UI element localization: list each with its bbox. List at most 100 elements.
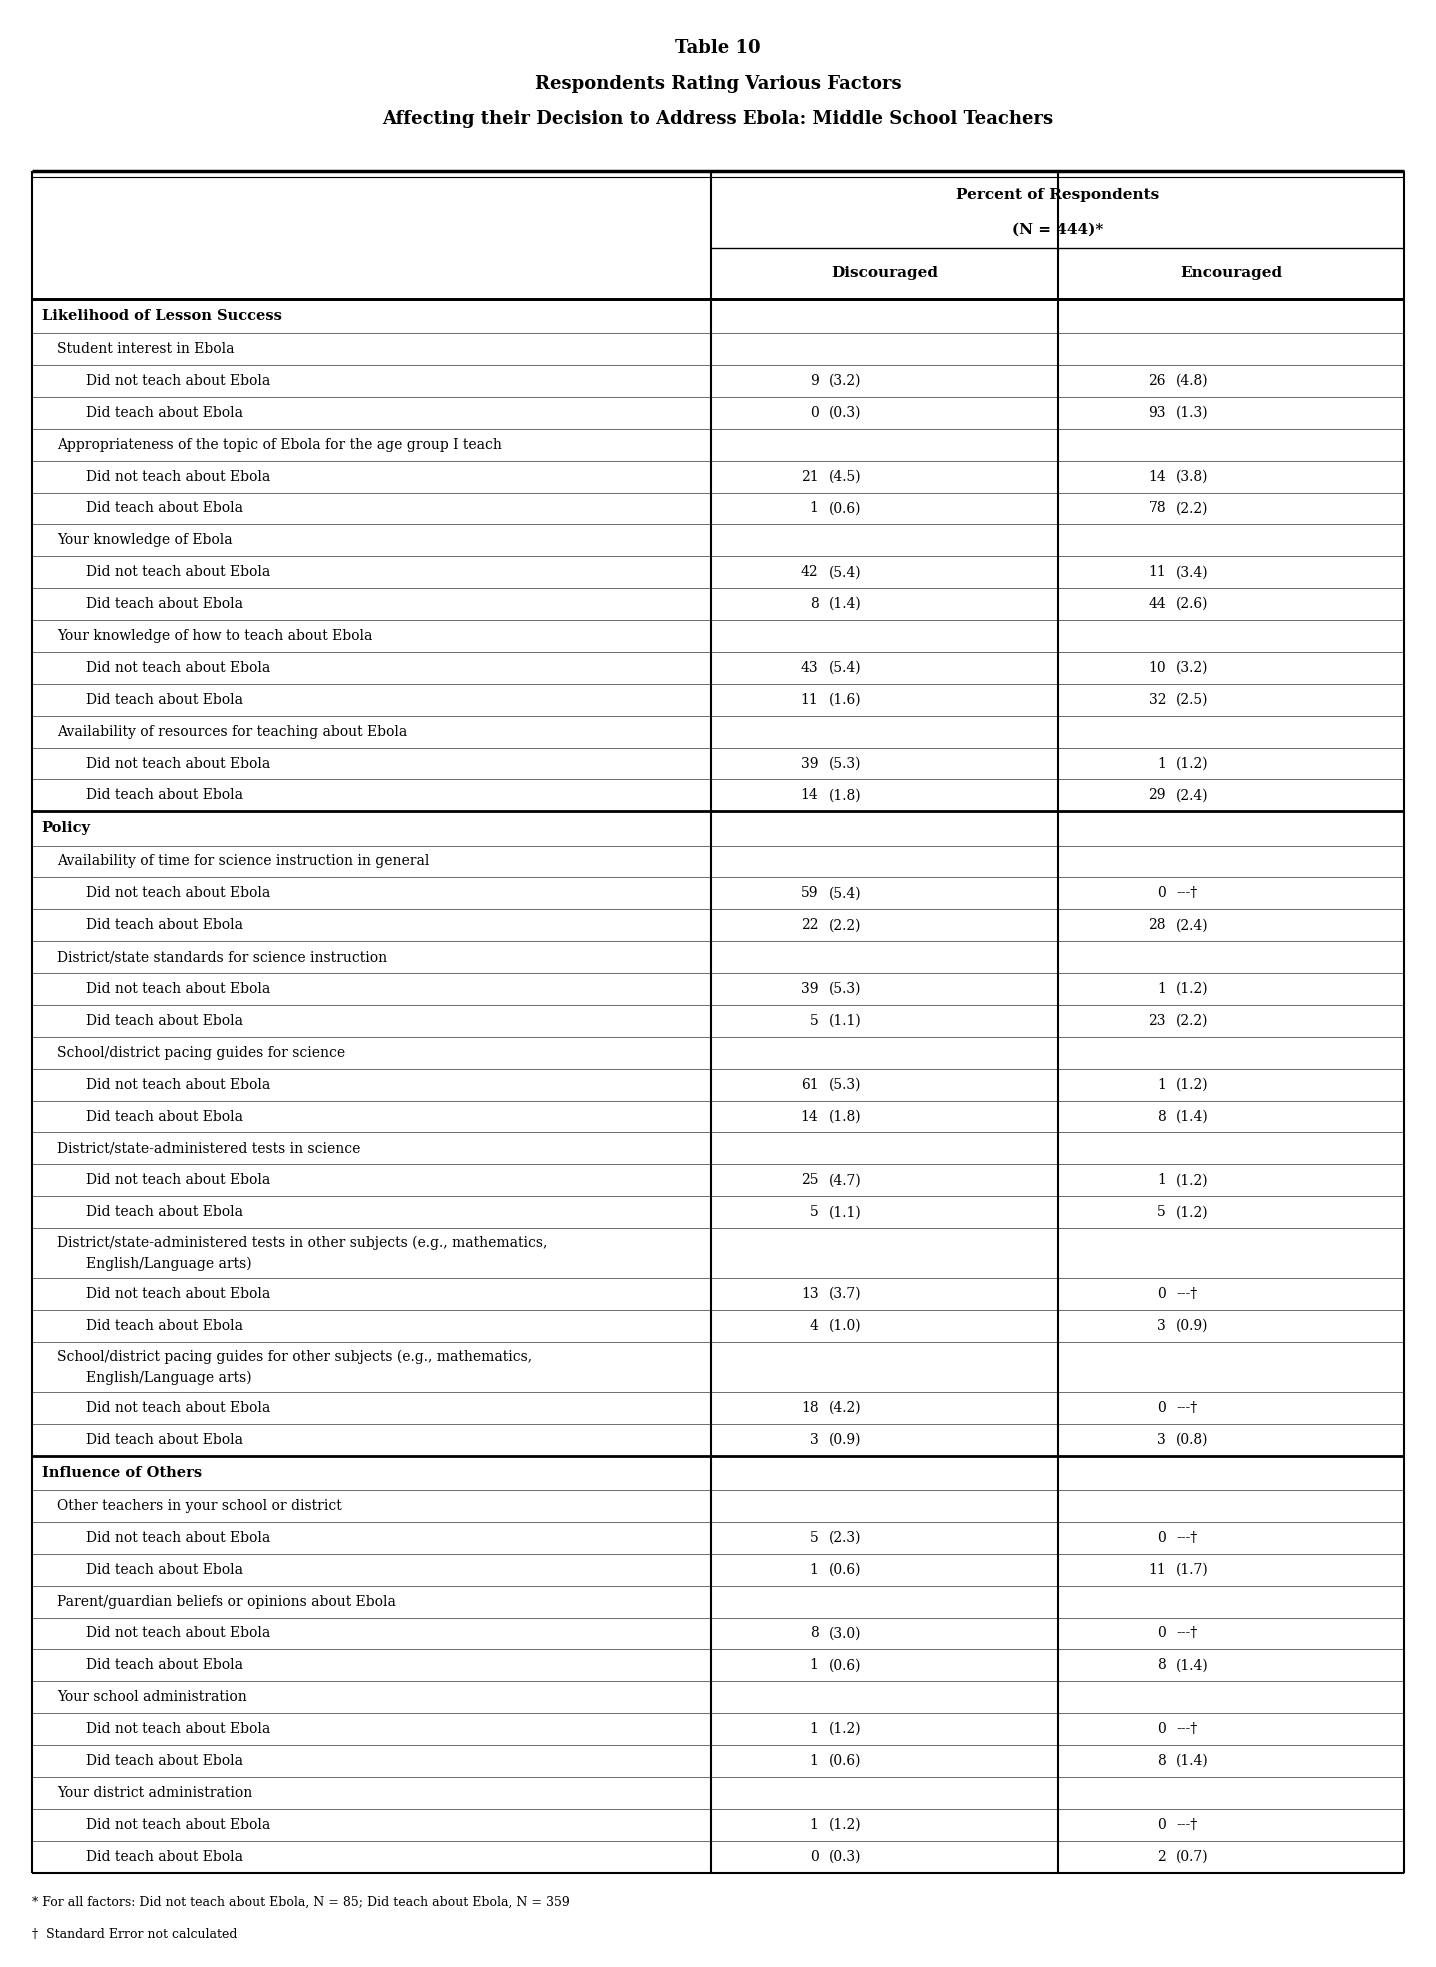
Text: ---†: ---† — [1176, 1530, 1198, 1544]
Text: ---†: ---† — [1176, 1286, 1198, 1300]
Text: Did not teach about Ebola: Did not teach about Ebola — [86, 982, 270, 995]
Text: 8: 8 — [1157, 1109, 1166, 1123]
Text: 1: 1 — [810, 1818, 819, 1831]
Text: Did not teach about Ebola: Did not teach about Ebola — [86, 887, 270, 901]
Text: (2.6): (2.6) — [1176, 598, 1209, 612]
Text: Did not teach about Ebola: Did not teach about Ebola — [86, 661, 270, 675]
Text: (0.8): (0.8) — [1176, 1432, 1209, 1448]
Text: Did not teach about Ebola: Did not teach about Ebola — [86, 757, 270, 771]
Text: (0.6): (0.6) — [829, 1562, 862, 1578]
Text: 14: 14 — [801, 789, 819, 803]
Text: ---†: ---† — [1176, 1627, 1198, 1640]
Text: (1.8): (1.8) — [829, 789, 862, 803]
Text: Your district administration: Your district administration — [57, 1786, 253, 1800]
Text: (0.6): (0.6) — [829, 1755, 862, 1768]
Text: (1.3): (1.3) — [1176, 405, 1209, 419]
Text: (1.0): (1.0) — [829, 1320, 862, 1334]
Text: (2.5): (2.5) — [1176, 692, 1209, 706]
Text: (0.7): (0.7) — [1176, 1849, 1209, 1863]
Text: Did not teach about Ebola: Did not teach about Ebola — [86, 374, 270, 387]
Text: 29: 29 — [1149, 789, 1166, 803]
Text: Likelihood of Lesson Success: Likelihood of Lesson Success — [42, 309, 281, 323]
Text: (4.2): (4.2) — [829, 1401, 862, 1414]
Text: District/state-administered tests in science: District/state-administered tests in sci… — [57, 1141, 360, 1155]
Text: †  Standard Error not calculated: † Standard Error not calculated — [32, 1928, 237, 1941]
Text: Did teach about Ebola: Did teach about Ebola — [86, 1755, 243, 1768]
Text: (1.2): (1.2) — [829, 1723, 862, 1737]
Text: (1.2): (1.2) — [1176, 982, 1209, 995]
Text: 39: 39 — [801, 982, 819, 995]
Text: 5: 5 — [810, 1530, 819, 1544]
Text: 26: 26 — [1149, 374, 1166, 387]
Text: Your knowledge of Ebola: Your knowledge of Ebola — [57, 533, 233, 547]
Text: (3.4): (3.4) — [1176, 565, 1209, 578]
Text: 0: 0 — [1157, 1818, 1166, 1831]
Text: 10: 10 — [1149, 661, 1166, 675]
Text: 0: 0 — [1157, 1401, 1166, 1414]
Text: (4.7): (4.7) — [829, 1172, 862, 1188]
Text: 11: 11 — [801, 692, 819, 706]
Text: 1: 1 — [810, 1658, 819, 1672]
Text: (3.2): (3.2) — [1176, 661, 1209, 675]
Text: 8: 8 — [1157, 1658, 1166, 1672]
Text: Percent of Respondents: Percent of Respondents — [956, 187, 1159, 203]
Text: Did teach about Ebola: Did teach about Ebola — [86, 1109, 243, 1123]
Text: 0: 0 — [1157, 1286, 1166, 1300]
Text: (1.2): (1.2) — [1176, 1172, 1209, 1188]
Text: Discouraged: Discouraged — [831, 266, 938, 281]
Text: 1: 1 — [810, 502, 819, 515]
Text: ---†: ---† — [1176, 1723, 1198, 1737]
Text: Your school administration: Your school administration — [57, 1690, 247, 1703]
Text: (0.9): (0.9) — [829, 1432, 862, 1448]
Text: 5: 5 — [810, 1013, 819, 1029]
Text: Did not teach about Ebola: Did not teach about Ebola — [86, 565, 270, 578]
Text: Did not teach about Ebola: Did not teach about Ebola — [86, 1078, 270, 1092]
Text: 0: 0 — [1157, 1530, 1166, 1544]
Text: 8: 8 — [1157, 1755, 1166, 1768]
Text: Did teach about Ebola: Did teach about Ebola — [86, 1432, 243, 1448]
Text: Availability of resources for teaching about Ebola: Availability of resources for teaching a… — [57, 724, 408, 740]
Text: 22: 22 — [801, 919, 819, 932]
Text: (3.0): (3.0) — [829, 1627, 862, 1640]
Text: (2.3): (2.3) — [829, 1530, 862, 1544]
Text: Encouraged: Encouraged — [1180, 266, 1282, 281]
Text: Did teach about Ebola: Did teach about Ebola — [86, 789, 243, 803]
Text: 8: 8 — [810, 598, 819, 612]
Text: Did teach about Ebola: Did teach about Ebola — [86, 919, 243, 932]
Text: (3.8): (3.8) — [1176, 470, 1209, 484]
Text: (0.6): (0.6) — [829, 502, 862, 515]
Text: English/Language arts): English/Language arts) — [86, 1257, 251, 1271]
Text: (1.8): (1.8) — [829, 1109, 862, 1123]
Text: (2.4): (2.4) — [1176, 919, 1209, 932]
Text: (0.3): (0.3) — [829, 1849, 862, 1863]
Text: 5: 5 — [810, 1206, 819, 1220]
Text: (N = 444)*: (N = 444)* — [1012, 222, 1103, 238]
Text: 3: 3 — [810, 1432, 819, 1448]
Text: Affecting their Decision to Address Ebola: Middle School Teachers: Affecting their Decision to Address Ebol… — [382, 110, 1054, 128]
Text: 3: 3 — [1157, 1432, 1166, 1448]
Text: Did not teach about Ebola: Did not teach about Ebola — [86, 1286, 270, 1300]
Text: 1: 1 — [1157, 757, 1166, 771]
Text: ---†: ---† — [1176, 1818, 1198, 1831]
Text: (1.4): (1.4) — [1176, 1658, 1209, 1672]
Text: (1.2): (1.2) — [1176, 757, 1209, 771]
Text: (2.4): (2.4) — [1176, 789, 1209, 803]
Text: ---†: ---† — [1176, 887, 1198, 901]
Text: (1.2): (1.2) — [1176, 1206, 1209, 1220]
Text: Did teach about Ebola: Did teach about Ebola — [86, 692, 243, 706]
Text: Did not teach about Ebola: Did not teach about Ebola — [86, 1530, 270, 1544]
Text: 5: 5 — [1157, 1206, 1166, 1220]
Text: 21: 21 — [801, 470, 819, 484]
Text: 1: 1 — [1157, 1078, 1166, 1092]
Text: 9: 9 — [810, 374, 819, 387]
Text: (1.7): (1.7) — [1176, 1562, 1209, 1578]
Text: 25: 25 — [801, 1172, 819, 1188]
Text: 28: 28 — [1149, 919, 1166, 932]
Text: 2: 2 — [1157, 1849, 1166, 1863]
Text: 93: 93 — [1149, 405, 1166, 419]
Text: 1: 1 — [810, 1755, 819, 1768]
Text: 1: 1 — [810, 1723, 819, 1737]
Text: District/state standards for science instruction: District/state standards for science ins… — [57, 950, 388, 964]
Text: Did not teach about Ebola: Did not teach about Ebola — [86, 1627, 270, 1640]
Text: (1.1): (1.1) — [829, 1013, 862, 1029]
